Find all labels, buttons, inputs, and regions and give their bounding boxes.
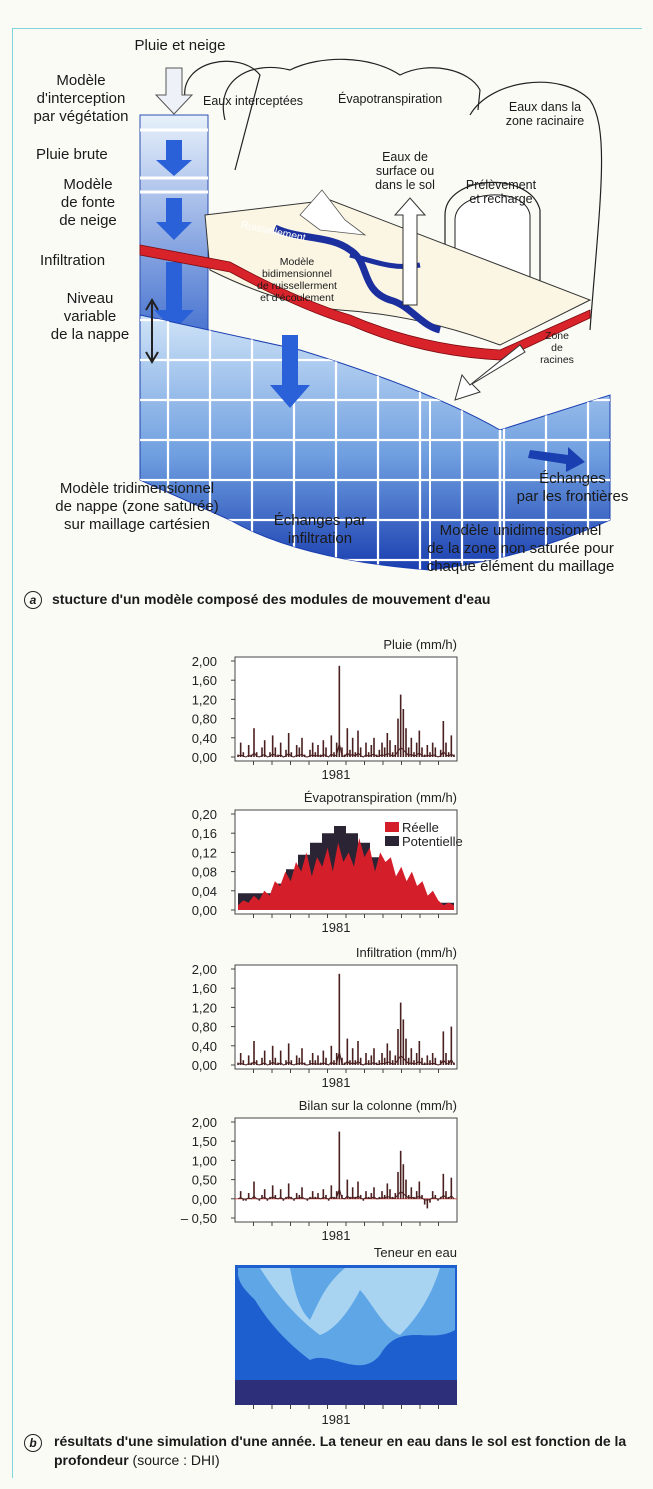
y-tick-label: 0,00 [192, 750, 217, 765]
x-axis-label: 1981 [322, 1075, 351, 1090]
chart-title: Infiltration (mm/h) [356, 945, 457, 960]
y-tick-label: 0,20 [192, 807, 217, 822]
mountain [299, 189, 367, 236]
y-tick-label: 0,04 [192, 884, 217, 899]
legend-label-potentielle: Potentielle [402, 834, 463, 849]
label-modele-tridim: Modèle tridimensionnel de nappe (zone sa… [55, 480, 219, 533]
y-tick-label: – 0,50 [181, 1211, 217, 1226]
label-fonte: Modèle de fonte de neige [59, 176, 117, 229]
rain-arrow-icon [154, 67, 194, 115]
y-tick-label: 0,00 [192, 903, 217, 918]
caption-b: b résultats d'une simulation d'une année… [24, 1432, 644, 1470]
caption-a: a stucture d'un modèle composé des module… [24, 590, 644, 609]
y-tick-label: 1,60 [192, 981, 217, 996]
water-content-deep-layer [235, 1380, 457, 1405]
y-tick-label: 0,50 [192, 1173, 217, 1188]
boundary-exchange-arrow-icon [528, 447, 585, 472]
down-arrow-icon [156, 140, 192, 176]
chart-title: Pluie (mm/h) [383, 637, 457, 652]
label-interception: Modèle d'interception par végétation [33, 72, 129, 125]
series-baseline [237, 743, 455, 758]
y-tick-label: 0,40 [192, 1039, 217, 1054]
river [273, 224, 442, 334]
y-tick-label: 0,00 [192, 1192, 217, 1207]
y-tick-label: 0,40 [192, 731, 217, 746]
evaporation-cloud [222, 58, 481, 121]
y-tick-label: 0,80 [192, 712, 217, 727]
label-modele-unidim: Modèle unidimensionnel de la zone non sa… [426, 522, 615, 575]
y-tick-label: 0,08 [192, 865, 217, 880]
x-axis-label: 1981 [322, 1412, 351, 1427]
label-zone-racines: Zone de racines [540, 330, 574, 366]
frame-top-rule [12, 28, 642, 29]
surface-boundary-strip [139, 244, 591, 361]
chart-title: Teneur en eau [374, 1245, 457, 1260]
y-tick-label: 2,00 [192, 962, 217, 977]
chart-title: Évapotranspiration (mm/h) [304, 790, 457, 805]
water-level-arrow-icon [145, 298, 159, 364]
y-tick-label: 1,60 [192, 673, 217, 688]
label-niveau: Niveau variable de la nappe [50, 290, 130, 343]
surface-up-arrow-icon [393, 197, 427, 306]
real-area [238, 838, 454, 910]
down-arrow-icon [154, 262, 194, 330]
x-axis-label: 1981 [322, 1228, 351, 1243]
caption-b-source: (source : DHI) [132, 1452, 220, 1468]
caption-b-letter: b [24, 1434, 42, 1452]
y-tick-label: 2,00 [192, 1115, 217, 1130]
caption-b-text: résultats d'une simulation d'une année. … [54, 1433, 627, 1468]
frame-left-rule [12, 28, 13, 1478]
caption-a-text: stucture d'un modèle composé des modules… [52, 591, 491, 607]
label-echanges-frontieres: Échanges par les frontières [516, 470, 629, 505]
label-prelevement: Prélèvement et recharge [465, 178, 537, 206]
y-tick-label: 1,50 [192, 1134, 217, 1149]
chart-frame [234, 656, 458, 762]
root-zone-loop [469, 81, 603, 331]
label-eaux-interceptees: Eaux interceptées [203, 94, 304, 108]
y-tick-label: 0,16 [192, 826, 217, 841]
label-infiltration: Infiltration [40, 252, 106, 269]
label-eaux-surface: Eaux de surface ou dans le sol [375, 150, 435, 192]
recharge-loop [444, 181, 541, 310]
legend-swatch-potentielle [385, 836, 399, 846]
y-tick-label: 1,20 [192, 1000, 217, 1015]
infiltration-arrow-icon [270, 335, 310, 408]
label-evapotranspiration: Évapotranspiration [338, 92, 443, 106]
label-pluie-neige: Pluie et neige [134, 37, 226, 54]
interception-loop [184, 60, 261, 171]
legend-label-reelle: Réelle [402, 820, 439, 835]
label-pluie-brute: Pluie brute [36, 146, 108, 163]
y-tick-label: 2,00 [192, 654, 217, 669]
label-eaux-racinaire: Eaux dans la zone racinaire [505, 100, 585, 128]
legend-swatch-reelle [385, 822, 399, 832]
y-tick-label: 0,00 [192, 1058, 217, 1073]
model-block-diagram [139, 58, 611, 571]
chart-frame [234, 1117, 458, 1223]
y-tick-label: 1,00 [192, 1153, 217, 1168]
chart-frame [234, 964, 458, 1070]
recharge-arrow-icon [454, 344, 526, 401]
y-tick-label: 1,20 [192, 692, 217, 707]
y-tick-label: 0,12 [192, 845, 217, 860]
series-baseline [237, 1186, 455, 1201]
x-axis-label: 1981 [322, 920, 351, 935]
chart-title: Bilan sur la colonne (mm/h) [299, 1098, 457, 1113]
water-content-saturated-zone [260, 1268, 440, 1335]
x-axis-label: 1981 [322, 767, 351, 782]
series-baseline [237, 1051, 455, 1066]
down-arrow-icon [156, 198, 192, 240]
label-modele-bidim: Modèle bidimensionnel de ruissellerment … [257, 256, 337, 304]
caption-a-letter: a [24, 591, 42, 609]
label-echanges-infiltration: Échanges par infiltration [273, 512, 367, 547]
y-tick-label: 0,80 [192, 1020, 217, 1035]
